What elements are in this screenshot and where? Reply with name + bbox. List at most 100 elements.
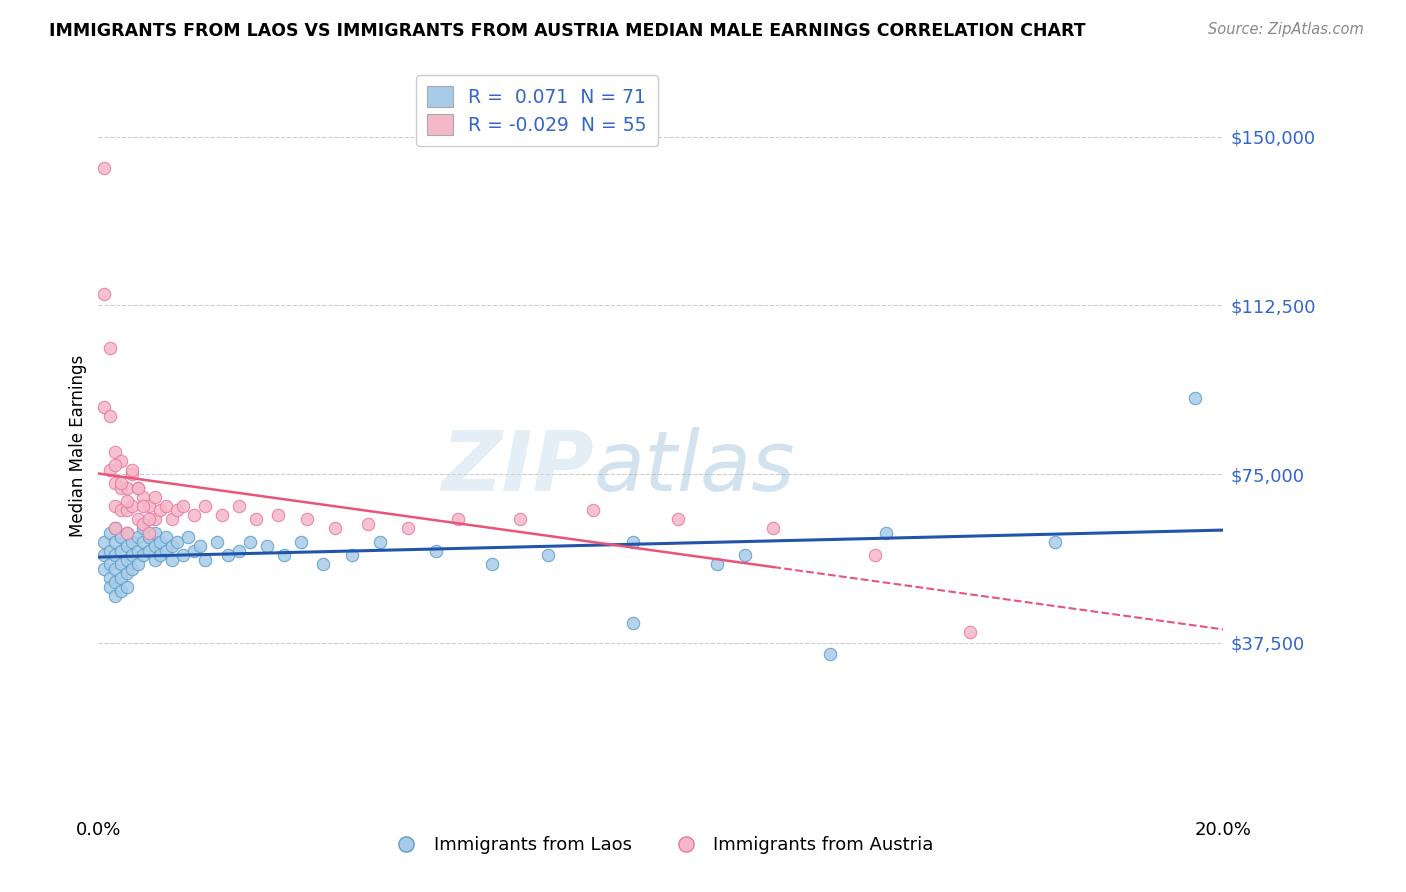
Point [98,462,121,476]
Point [312,557,335,571]
Point [447,512,470,526]
Point [132,548,155,562]
Point [93,287,115,301]
Point [104,521,127,535]
Point [481,557,503,571]
Point [115,494,138,508]
Point [110,476,132,491]
Point [93,161,115,175]
Point [127,481,149,495]
Point [98,409,121,423]
Point [121,462,143,476]
Point [188,539,211,553]
Point [290,534,312,549]
Point [295,512,318,526]
Point [509,512,531,526]
Point [115,481,138,495]
Point [121,467,143,482]
Point [323,521,346,535]
Point [93,548,115,562]
Point [121,548,143,562]
Point [155,499,177,513]
Point [115,552,138,566]
Point [127,530,149,544]
Point [121,562,143,576]
Point [875,525,897,540]
Point [160,539,183,553]
Point [959,624,981,639]
Point [104,521,127,535]
Point [115,566,138,581]
Point [172,548,194,562]
Point [762,521,785,535]
Point [228,543,250,558]
Text: ZIP: ZIP [440,427,593,508]
Point [160,512,183,526]
Text: Source: ZipAtlas.com: Source: ZipAtlas.com [1208,22,1364,37]
Point [121,499,143,513]
Point [537,548,560,562]
Point [115,580,138,594]
Point [138,512,160,526]
Point [706,557,728,571]
Point [127,543,149,558]
Point [98,557,121,571]
Point [115,539,138,553]
Point [183,543,205,558]
Point [177,530,200,544]
Legend: Immigrants from Laos, Immigrants from Austria: Immigrants from Laos, Immigrants from Au… [381,829,941,861]
Point [110,481,132,495]
Point [155,530,177,544]
Point [267,508,290,522]
Point [245,512,267,526]
Point [1184,391,1206,405]
Point [340,548,363,562]
Point [104,534,127,549]
Point [127,512,149,526]
Point [149,534,172,549]
Point [127,557,149,571]
Point [98,525,121,540]
Point [138,525,160,540]
Point [98,580,121,594]
Point [818,647,841,661]
Point [104,562,127,576]
Point [166,503,188,517]
Point [98,571,121,585]
Point [228,499,250,513]
Point [194,499,217,513]
Point [1043,534,1066,549]
Point [211,508,233,522]
Point [98,543,121,558]
Point [396,521,419,535]
Point [863,548,886,562]
Point [110,557,132,571]
Point [104,458,127,472]
Point [239,534,262,549]
Point [132,516,155,531]
Point [115,525,138,540]
Point [138,499,160,513]
Point [143,525,166,540]
Point [425,543,447,558]
Point [115,503,138,517]
Point [127,481,149,495]
Point [155,543,177,558]
Point [582,503,605,517]
Point [160,552,183,566]
Point [104,548,127,562]
Point [666,512,689,526]
Y-axis label: Median Male Earnings: Median Male Earnings [69,355,87,537]
Point [172,499,194,513]
Point [104,575,127,590]
Point [194,552,217,566]
Point [110,530,132,544]
Text: atlas: atlas [593,427,794,508]
Text: IMMIGRANTS FROM LAOS VS IMMIGRANTS FROM AUSTRIA MEDIAN MALE EARNINGS CORRELATION: IMMIGRANTS FROM LAOS VS IMMIGRANTS FROM … [49,22,1085,40]
Point [115,525,138,540]
Point [734,548,756,562]
Point [368,534,391,549]
Point [621,615,644,630]
Point [166,534,188,549]
Point [138,530,160,544]
